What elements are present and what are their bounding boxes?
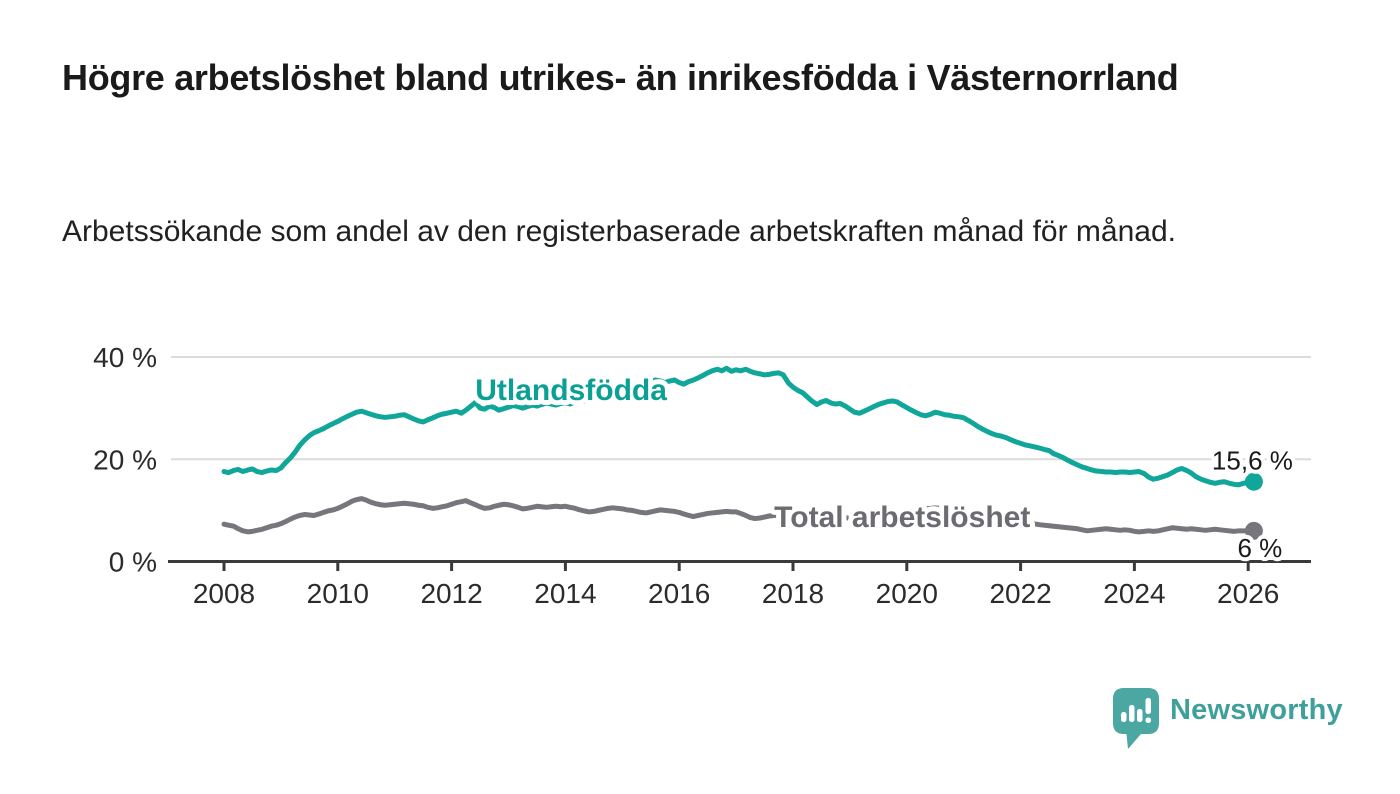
x-axis-label-2022: 2022 bbox=[989, 578, 1051, 609]
chart-canvas: 0 % 20 % 40 % 2008 2010 2012 2014 2016 2018 2020 2… bbox=[93, 342, 1311, 609]
logo-bubble bbox=[1113, 688, 1159, 749]
x-axis-label-2016: 2016 bbox=[648, 578, 710, 609]
x-axis-label-2020: 2020 bbox=[876, 578, 938, 609]
y-axis-label-40: 40 % bbox=[93, 342, 157, 373]
end-value-label-total-arbetsl-shet: 6 % bbox=[1237, 533, 1282, 563]
series-line-utlandsf-dda bbox=[221, 365, 1257, 488]
newsworthy-logo-icon bbox=[1113, 688, 1159, 749]
series-label-total-arbetsl-shet: Total arbetslöshet bbox=[774, 501, 1030, 534]
x-axis-label-2014: 2014 bbox=[534, 578, 596, 609]
x-axis-label-2026: 2026 bbox=[1217, 578, 1279, 609]
x-axis-label-2008: 2008 bbox=[193, 578, 255, 609]
x-axis-label-2018: 2018 bbox=[762, 578, 824, 609]
series-end-dot-utlandsf-dda bbox=[1244, 472, 1263, 491]
x-axis-label-2010: 2010 bbox=[307, 578, 369, 609]
series-end-dot-total-arbetsl-shet bbox=[1244, 521, 1263, 540]
branding: Newsworthy bbox=[1113, 686, 1393, 756]
end-value-label-utlandsf-dda: 15,6 % bbox=[1212, 446, 1293, 476]
x-axis-label-2024: 2024 bbox=[1103, 578, 1165, 609]
page-title: Högre arbetslöshet bland utrikes- än inr… bbox=[62, 57, 1179, 98]
series-label-utlandsf-dda: Utlandsfödda bbox=[475, 374, 667, 407]
page-subtitle: Arbetssökande som andel av den registerb… bbox=[62, 215, 1176, 248]
y-axis-label-0: 0 % bbox=[109, 547, 157, 578]
logo-bar-chart-glyph bbox=[1121, 698, 1151, 723]
y-axis-label-20: 20 % bbox=[93, 444, 157, 475]
newsworthy-logo-text: Newsworthy bbox=[1170, 694, 1343, 726]
series-line-total-arbetsl-shet bbox=[221, 496, 1257, 535]
line-chart: 0 % 20 % 40 % 2008 2010 2012 2014 2016 2018 2020 2… bbox=[0, 330, 1400, 660]
x-axis-label-2012: 2012 bbox=[420, 578, 482, 609]
